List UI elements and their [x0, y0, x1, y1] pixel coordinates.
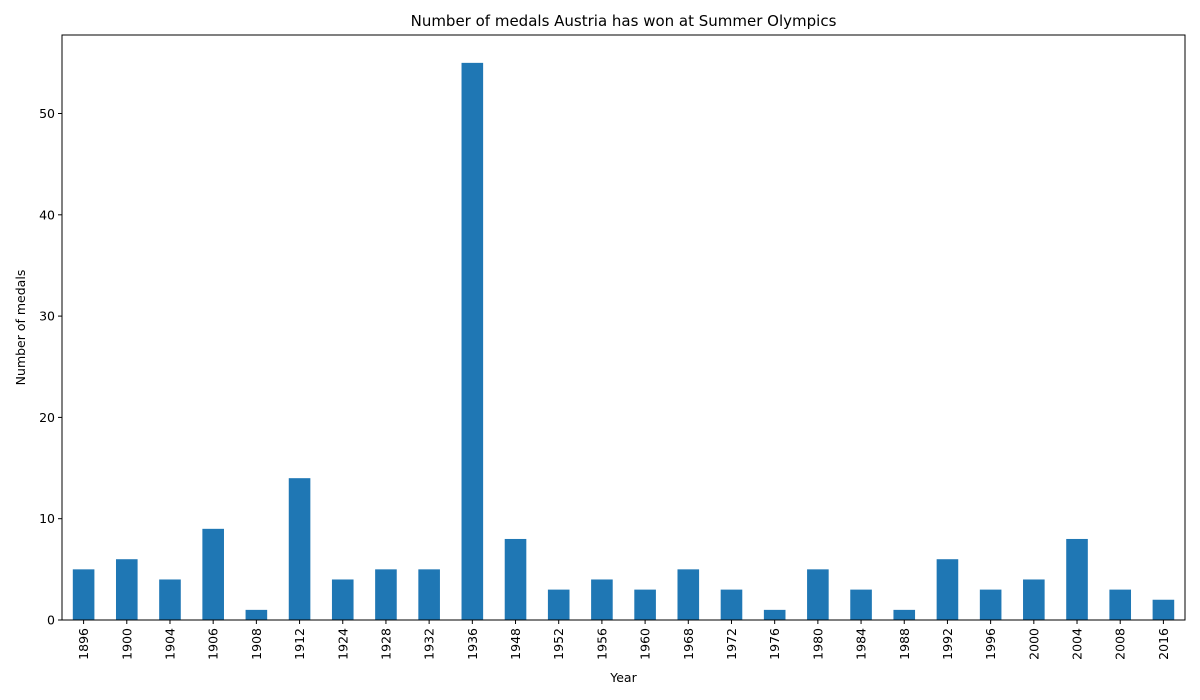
x-tick-label: 2000: [1026, 628, 1041, 660]
bar-1948: [504, 538, 527, 620]
x-tick-label: 1984: [854, 628, 869, 660]
bar-2008: [1109, 589, 1132, 620]
x-tick-label: 1996: [983, 628, 998, 660]
bar-1932: [418, 569, 440, 620]
bar-1896: [72, 569, 95, 620]
x-tick-label: 1976: [767, 628, 782, 660]
bar-1960: [634, 589, 656, 620]
bar-1906: [202, 528, 224, 620]
bar-1996: [979, 589, 1002, 620]
bar-1912: [288, 478, 311, 620]
x-tick-label: 1906: [206, 628, 221, 660]
bar-1984: [850, 589, 872, 620]
y-tick-label: 10: [39, 511, 55, 526]
bar-2000: [1023, 579, 1045, 620]
bar-1904: [159, 579, 181, 620]
x-tick-label: 1988: [897, 628, 912, 660]
x-tick-label: 2016: [1156, 628, 1171, 660]
plot-frame: [61, 34, 1186, 621]
bar-1976: [763, 609, 786, 620]
x-tick-label: 1912: [292, 628, 307, 660]
y-tick-label: 0: [47, 613, 55, 628]
x-tick-label: 1904: [162, 628, 177, 660]
y-tick-label: 30: [39, 309, 55, 324]
x-tick-label: 1968: [681, 628, 696, 660]
bar-1928: [375, 569, 397, 620]
x-tick-label: 1956: [594, 628, 609, 660]
bar-1956: [591, 579, 613, 620]
x-tick-label: 1908: [249, 628, 264, 660]
x-tick-label: 1972: [724, 628, 739, 660]
y-axis-label: Number of medals: [13, 270, 28, 386]
x-tick-label: 1992: [940, 628, 955, 660]
x-tick-label: 2008: [1113, 628, 1128, 660]
x-tick-label: 1932: [422, 628, 437, 660]
y-tick-label: 20: [39, 410, 55, 425]
bar-1936: [461, 62, 484, 621]
x-tick-label: 1924: [335, 628, 350, 660]
x-axis-label: Year: [609, 670, 637, 685]
x-tick-label: 1928: [378, 628, 393, 660]
x-tick-label: 1980: [810, 628, 825, 660]
x-tick-label: 1948: [508, 628, 523, 660]
bar-1908: [245, 609, 268, 620]
bar-1900: [115, 559, 138, 620]
x-tick-label: 1952: [551, 628, 566, 660]
x-axis: 1896 1900 1904 1906 1908 1912 1924 1928 1932 1936…: [76, 620, 1171, 660]
y-tick-label: 40: [39, 207, 55, 222]
bar-2016: [1152, 599, 1175, 620]
x-tick-label: 1960: [638, 628, 653, 660]
bar-1952: [547, 589, 570, 620]
bar-1988: [893, 609, 916, 620]
x-tick-label: 2004: [1070, 628, 1085, 660]
x-tick-label: 1896: [76, 628, 91, 660]
x-tick-label: 1900: [119, 628, 134, 660]
bar-1992: [936, 559, 959, 620]
bar-1968: [677, 569, 700, 620]
bars-group: [72, 62, 1175, 621]
bar-2004: [1066, 538, 1088, 620]
y-tick-label: 50: [39, 106, 55, 121]
bar-1972: [720, 589, 743, 620]
chart-title: Number of medals Austria has won at Summ…: [411, 12, 837, 30]
bar-1980: [807, 569, 829, 620]
y-axis: 0 10 20 30 40 50: [39, 106, 62, 628]
x-tick-label: 1936: [465, 628, 480, 660]
bar-1924: [331, 579, 354, 620]
